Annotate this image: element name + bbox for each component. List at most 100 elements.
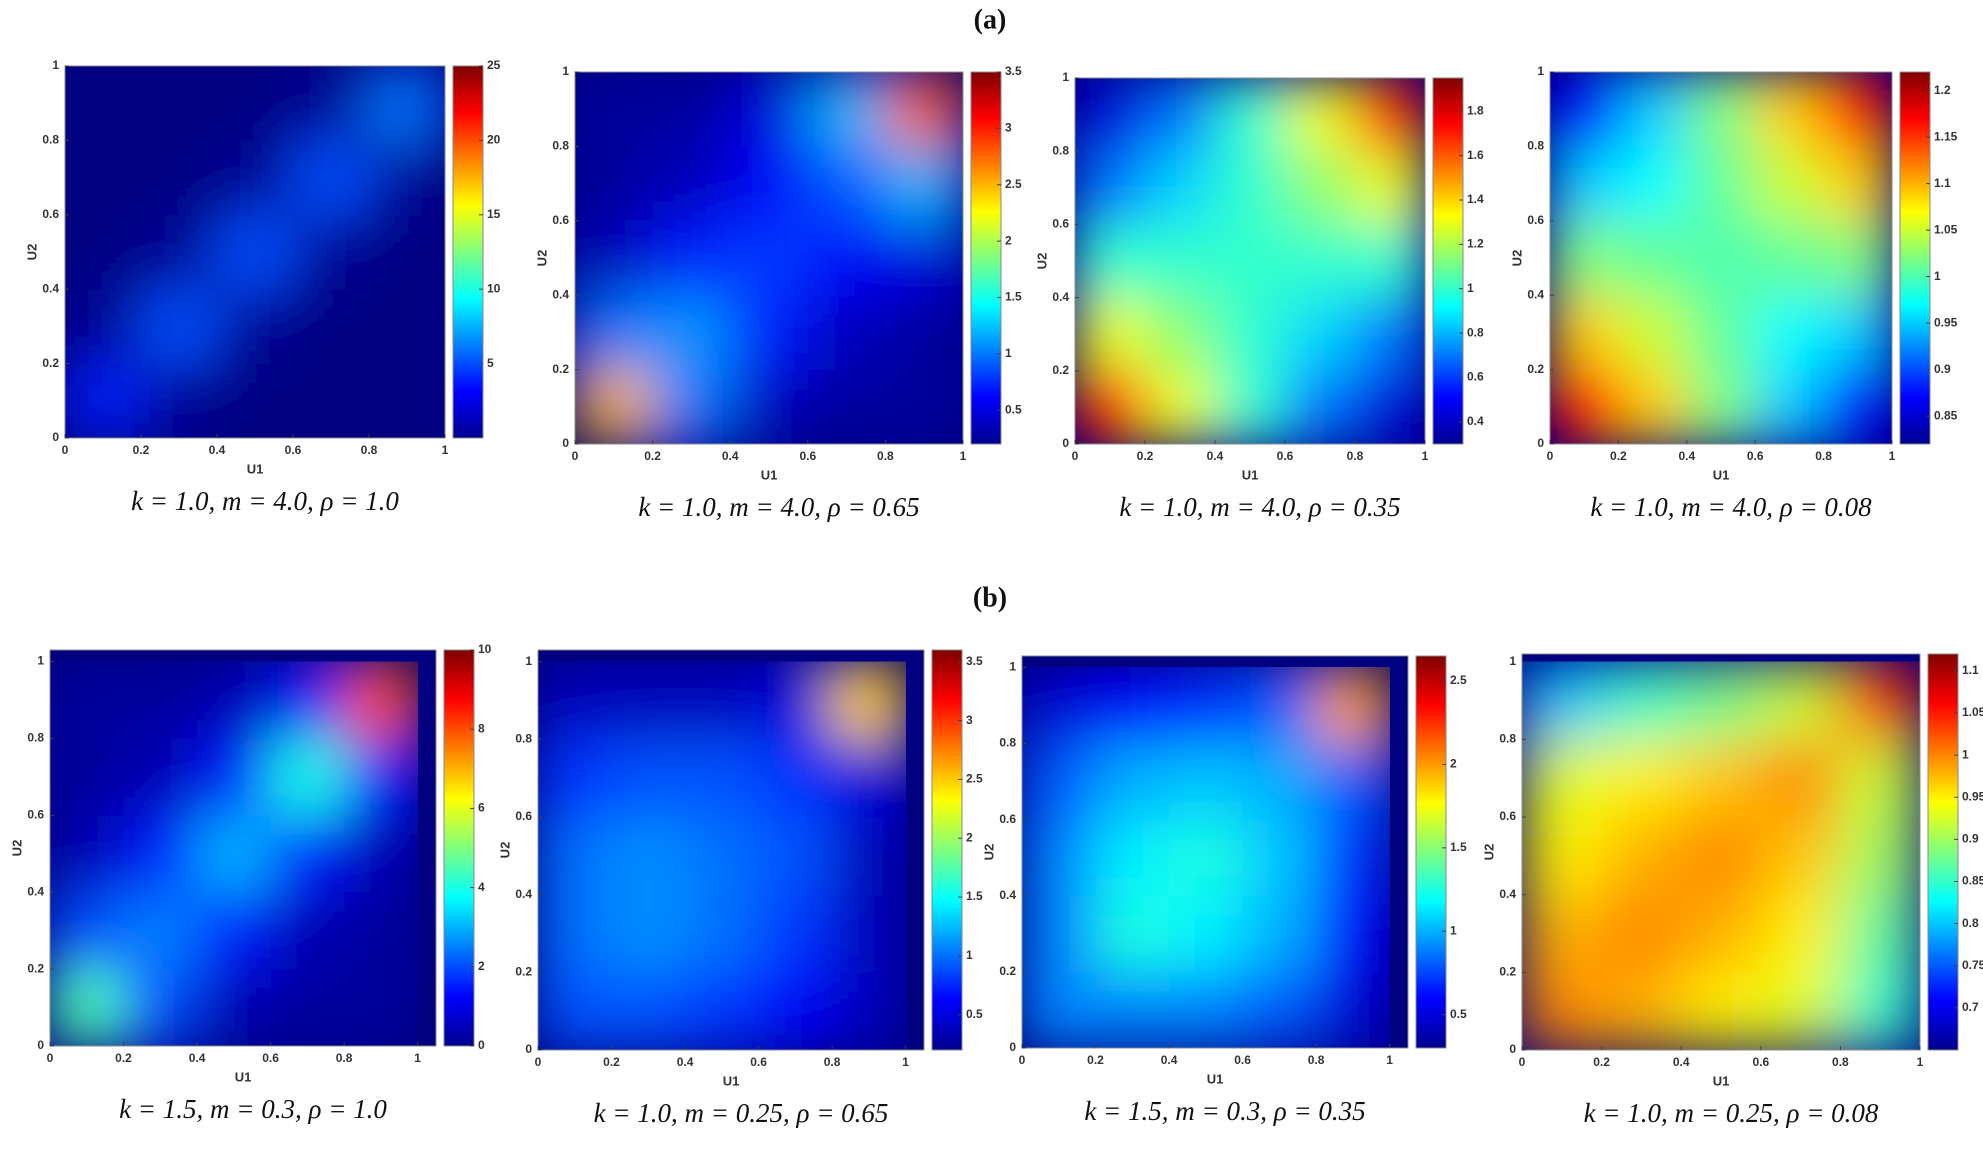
heat-cell xyxy=(1550,146,1619,222)
heat-cell xyxy=(758,972,833,1050)
caption: k = 1.0, m = 4.0, ρ = 0.08 xyxy=(1590,492,1872,522)
heat-cell xyxy=(1215,151,1286,225)
heat-cell xyxy=(758,816,833,896)
heat-cell xyxy=(807,369,886,444)
caption: k = 1.0, m = 0.25, ρ = 0.65 xyxy=(594,1098,889,1128)
heat-cell xyxy=(1316,971,1391,1048)
heat-cell xyxy=(1145,224,1216,299)
x-tick-label: 1 xyxy=(442,443,449,457)
heat-cell xyxy=(758,739,833,818)
heat-cell xyxy=(50,815,125,893)
heat-cell xyxy=(293,214,370,290)
heat-cell xyxy=(685,894,760,973)
heat-cell xyxy=(1686,146,1756,222)
y-tick-label: 0.4 xyxy=(999,888,1016,902)
heat-cell xyxy=(1840,894,1920,973)
heat-cell xyxy=(65,66,142,141)
heat-cell xyxy=(1601,661,1682,740)
heat-cell xyxy=(1355,224,1425,299)
x-tick-label: 0.4 xyxy=(722,449,739,463)
colorbar-tick-label: 1.5 xyxy=(1450,840,1467,854)
x-tick-label: 0.8 xyxy=(824,1055,841,1069)
colorbar-tick-label: 0.6 xyxy=(1467,370,1484,384)
heat-cell xyxy=(197,892,272,970)
heat-cell xyxy=(293,289,370,365)
x-tick-label: 0.4 xyxy=(1161,1053,1178,1067)
panel: 0 0.2 0.4 0.6 0.8 1 0 0.2 0.4 0.6 0.8 1 U1 U2 0.85 0.9 0… xyxy=(1509,64,1957,522)
heat-cell xyxy=(344,661,419,739)
panel: 0 0.2 0.4 0.6 0.8 100.20.40.60.81U1U20246810k… xyxy=(9,642,491,1124)
colorbar xyxy=(931,649,963,1051)
heat-cell xyxy=(217,363,294,438)
heat-cell xyxy=(197,738,272,816)
x-tick-label: 0.8 xyxy=(1832,1055,1849,1069)
heat-cell xyxy=(217,140,294,216)
y-tick-label: 0.8 xyxy=(42,133,59,147)
heat-cell xyxy=(832,661,907,740)
heat-cell xyxy=(123,738,198,816)
x-tick-label: 1 xyxy=(1386,1053,1393,1067)
heat-cell xyxy=(270,969,345,1046)
heat-cell xyxy=(1681,817,1762,896)
heat-cell xyxy=(1215,78,1286,152)
heat-cell xyxy=(123,892,198,970)
colorbar-tick-label: 1.8 xyxy=(1467,103,1484,117)
heat-cell xyxy=(141,363,218,438)
y-axis-label: U2 xyxy=(1034,253,1049,270)
y-tick-label: 0.8 xyxy=(1052,143,1069,157)
heat-cell xyxy=(141,66,218,141)
colorbar xyxy=(1432,77,1464,445)
heat-cell xyxy=(65,363,142,438)
colorbar-tick-label: 0.95 xyxy=(1934,315,1958,329)
y-tick-label: 0.4 xyxy=(42,281,59,295)
heat-cell xyxy=(1285,78,1356,152)
x-tick-label: 1 xyxy=(1889,449,1896,463)
plot-frame xyxy=(64,65,446,439)
colorbar-tick-label: 2.5 xyxy=(1450,673,1467,687)
heat-cell xyxy=(1550,72,1619,147)
heat-cell xyxy=(652,369,731,444)
x-axis-label: U1 xyxy=(1242,467,1259,482)
x-tick-label: 0.2 xyxy=(1610,449,1627,463)
colorbar xyxy=(1899,71,1931,445)
colorbar-tick-label: 10 xyxy=(487,281,501,295)
colorbar-tick-label: 1.15 xyxy=(1934,129,1958,143)
colorbar-tick-label: 2 xyxy=(478,959,485,973)
plot-frame xyxy=(1521,653,1921,1051)
heat-cell xyxy=(50,661,125,739)
heat-cell xyxy=(730,369,809,444)
colorbar-tick-label: 1 xyxy=(966,948,973,962)
heat-cell xyxy=(1169,971,1244,1048)
heat-cell xyxy=(1075,224,1146,299)
x-tick-label: 0 xyxy=(572,449,579,463)
heat-cell xyxy=(50,892,125,970)
colorbar-tick-label: 1.2 xyxy=(1467,237,1484,251)
heat-cell xyxy=(1681,661,1762,740)
heat-cell xyxy=(344,738,419,816)
colorbar-tick-label: 1.05 xyxy=(1934,222,1958,236)
heat-cell xyxy=(1215,297,1286,372)
heat-cell xyxy=(1823,295,1892,371)
colorbar-tick-label: 1.4 xyxy=(1467,192,1484,206)
colorbar-tick-label: 1 xyxy=(1934,269,1941,283)
heat-cell xyxy=(1522,817,1603,896)
heat-cell xyxy=(1145,78,1216,152)
heat-cell xyxy=(538,661,613,740)
colorbar-tick-label: 2.5 xyxy=(1005,177,1022,191)
heat-cell xyxy=(1242,667,1317,745)
heat-cell xyxy=(1095,743,1170,821)
x-tick-label: 0 xyxy=(535,1055,542,1069)
colorbar-tick-label: 1 xyxy=(1450,923,1457,937)
heat-cell xyxy=(1686,72,1756,147)
heat-cell xyxy=(141,140,218,216)
heatmap xyxy=(575,72,963,444)
y-tick-label: 1 xyxy=(525,654,532,668)
heat-cell xyxy=(1285,224,1356,299)
heat-cell xyxy=(1075,370,1146,444)
y-tick-label: 0 xyxy=(1009,1040,1016,1054)
heat-cell xyxy=(807,72,886,147)
x-tick-label: 1 xyxy=(1422,449,1429,463)
heat-cell xyxy=(1169,667,1244,745)
x-tick-label: 0.2 xyxy=(1087,1053,1104,1067)
